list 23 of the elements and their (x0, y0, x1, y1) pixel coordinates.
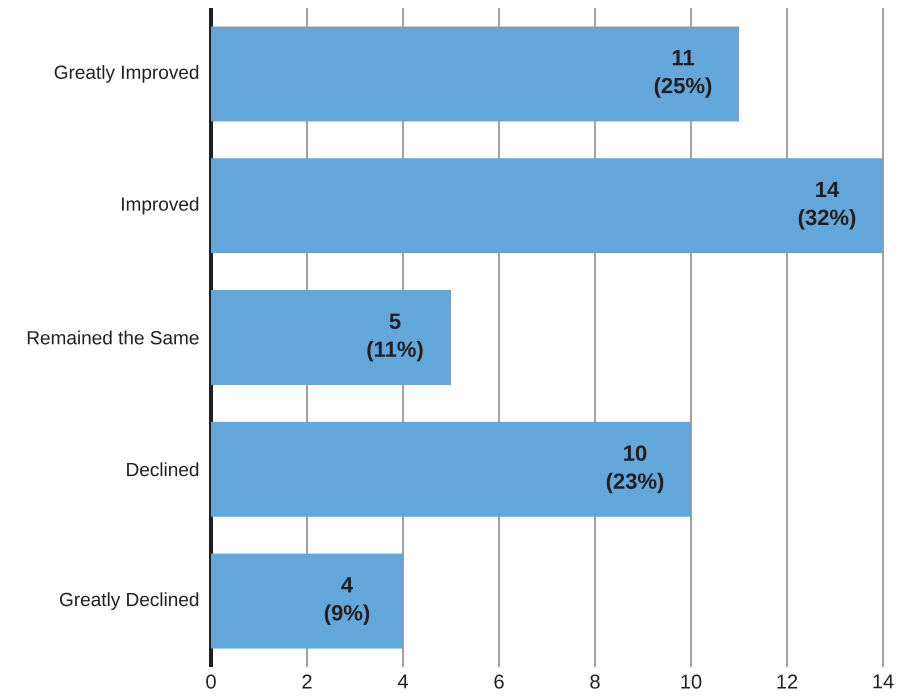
data-label: 10 (23%) (606, 445, 664, 494)
x-tick-label: 12 (777, 674, 798, 688)
y-tick-label: Greatly Improved (54, 65, 198, 83)
data-label: 5 (11%) (367, 314, 423, 362)
x-tick-label: 2 (302, 674, 312, 688)
y-tick-label: Remained the Same (28, 330, 199, 344)
x-tick-label: 0 (206, 674, 216, 689)
y-tick-label: Declined (127, 462, 198, 476)
bar (211, 290, 451, 385)
x-tick-label: 8 (590, 674, 600, 689)
bar (211, 554, 403, 649)
x-tick-label: 4 (398, 674, 408, 688)
data-label: 11 (25%) (654, 50, 712, 98)
y-tick-label: Improved (122, 196, 198, 215)
x-tick-label: 14 (873, 674, 894, 688)
bar (211, 158, 883, 254)
bar (211, 26, 739, 122)
data-label: 4 (9%) (324, 577, 370, 625)
x-tick-label: 6 (494, 674, 504, 689)
y-tick-label: Greatly Declined (60, 592, 198, 610)
bar (211, 422, 691, 517)
x-tick-label: 10 (681, 674, 702, 689)
data-label: 14 (32%) (798, 182, 856, 230)
